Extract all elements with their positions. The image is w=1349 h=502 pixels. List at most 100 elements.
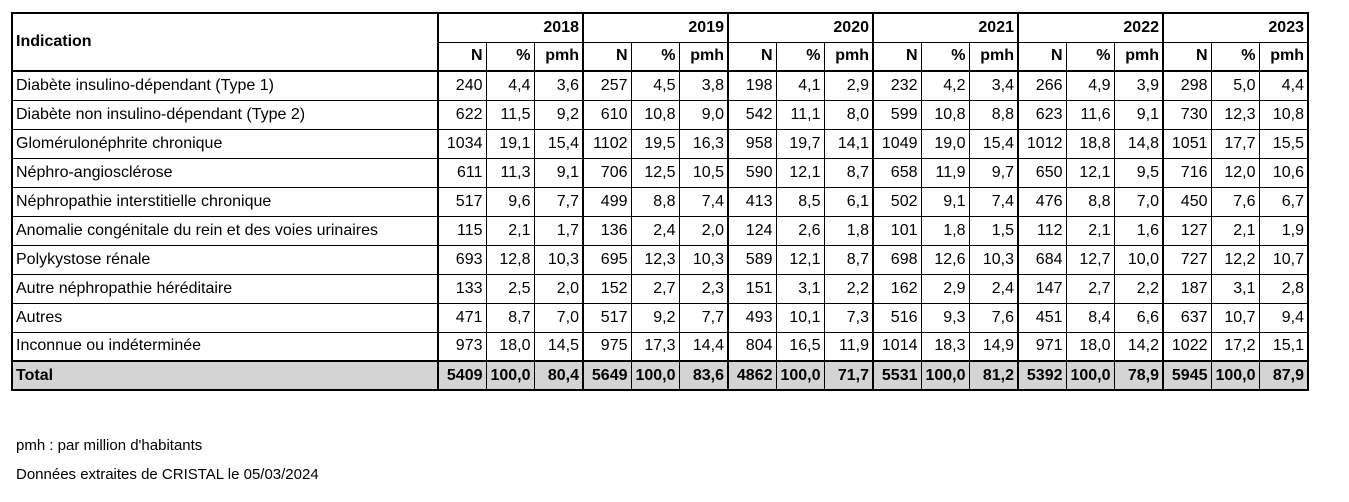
table-cell: 3,6 [533,70,584,101]
table-cell: 973 [437,331,487,362]
table-cell: 2,9 [920,273,970,304]
table-cell: 599 [872,99,922,130]
table-cell: 10,3 [968,244,1019,275]
table-cell: 10,1 [775,302,825,333]
table-cell: 11,6 [1065,99,1115,130]
table-row: Autres 471 8,7 7,0 517 9,2 7,7 493 10,1 7,3 516 9,3… [11,302,1309,333]
table-cell: 730 [1162,99,1212,130]
table-cell: 2,4 [630,215,680,246]
table-cell: 502 [872,186,922,217]
table-cell: 3,9 [1113,70,1164,101]
table-cell: 2,3 [678,273,729,304]
table-cell: 476 [1017,186,1067,217]
table-cell: 162 [872,273,922,304]
table-cell: 16,3 [678,128,729,159]
subcolumn-header: % [775,41,825,72]
table-cell: 2,0 [533,273,584,304]
table-cell: 14,4 [678,331,729,362]
table-cell: 14,9 [968,331,1019,362]
table-cell: 4,5 [630,70,680,101]
table-row: Autre néphropathie héréditaire 133 2,5 2,0 1… [11,273,1309,304]
table-cell: 10,8 [1258,99,1309,130]
total-cell: 78,9 [1113,360,1164,391]
table-row: Néphro-angiosclérose 611 11,3 9,1 706 12,5 10,… [11,157,1309,188]
table-cell: 18,3 [920,331,970,362]
table-cell: 1,9 [1258,215,1309,246]
table-cell: 133 [437,273,487,304]
table-cell: 2,7 [630,273,680,304]
table-cell: 1022 [1162,331,1212,362]
table-cell: 257 [582,70,632,101]
table-cell: 7,6 [968,302,1019,333]
total-cell: 100,0 [485,360,535,391]
total-cell: 5649 [582,360,632,391]
table-cell: 9,2 [533,99,584,130]
table-cell: 10,6 [1258,157,1309,188]
table-cell: 2,1 [485,215,535,246]
table-cell: 18,0 [1065,331,1115,362]
table-cell: 8,7 [823,244,874,275]
table-cell: 10,7 [1258,244,1309,275]
year-header: 2019 [582,12,729,43]
table-cell: 706 [582,157,632,188]
table-cell: 8,8 [630,186,680,217]
table-cell: 11,9 [920,157,970,188]
table-cell: 2,2 [823,273,874,304]
table-cell: 8,4 [1065,302,1115,333]
table-cell: 101 [872,215,922,246]
table-cell: 9,0 [678,99,729,130]
table-cell: 589 [727,244,777,275]
table-cell: 12,8 [485,244,535,275]
table-cell: 7,0 [533,302,584,333]
table-cell: 517 [437,186,487,217]
table-cell: 4,9 [1065,70,1115,101]
table-cell: 12,1 [775,244,825,275]
table-cell: 4,4 [1258,70,1309,101]
table-cell: 975 [582,331,632,362]
table-cell: 18,0 [485,331,535,362]
table-cell: 12,3 [630,244,680,275]
footnote-source: Données extraites de CRISTAL le 05/03/20… [16,466,319,483]
table-row: Diabète insulino-dépendant (Type 1) 240 4,… [11,70,1309,101]
table-cell: 1049 [872,128,922,159]
table-cell: 622 [437,99,487,130]
table-cell: 6,1 [823,186,874,217]
table-cell: 2,9 [823,70,874,101]
table-cell: 9,3 [920,302,970,333]
row-label: Diabète insulino-dépendant (Type 1) [11,70,439,101]
table-cell: 413 [727,186,777,217]
table-cell: 14,1 [823,128,874,159]
table-cell: 6,6 [1113,302,1164,333]
table-cell: 610 [582,99,632,130]
table-cell: 127 [1162,215,1212,246]
subcolumn-header: % [1210,41,1260,72]
table-cell: 14,8 [1113,128,1164,159]
row-label: Autre néphropathie héréditaire [11,273,439,304]
table-cell: 727 [1162,244,1212,275]
table-cell: 4,1 [775,70,825,101]
subcolumn-header: % [485,41,535,72]
table-cell: 10,7 [1210,302,1260,333]
indication-table: Indication 2018 2019 2020 2021 2022 2023 N% pmh N… [11,12,1309,391]
table-cell: 14,2 [1113,331,1164,362]
table-cell: 650 [1017,157,1067,188]
table-cell: 12,0 [1210,157,1260,188]
total-cell: 100,0 [775,360,825,391]
table-cell: 8,5 [775,186,825,217]
table-cell: 2,5 [485,273,535,304]
year-header: 2020 [727,12,874,43]
table-cell: 240 [437,70,487,101]
table-cell: 147 [1017,273,1067,304]
table-cell: 15,4 [968,128,1019,159]
table-cell: 2,0 [678,215,729,246]
table-cell: 471 [437,302,487,333]
table-row: Néphropathie interstitielle chronique 517… [11,186,1309,217]
table-cell: 590 [727,157,777,188]
total-row: Total 5409 100,0 80,4 5649 100,0 83,6 4862 100,0… [11,360,1309,391]
table-cell: 1,8 [920,215,970,246]
table-cell: 2,4 [968,273,1019,304]
total-cell: 5392 [1017,360,1067,391]
total-cell: 100,0 [920,360,970,391]
total-cell: 4862 [727,360,777,391]
table-cell: 8,8 [1065,186,1115,217]
